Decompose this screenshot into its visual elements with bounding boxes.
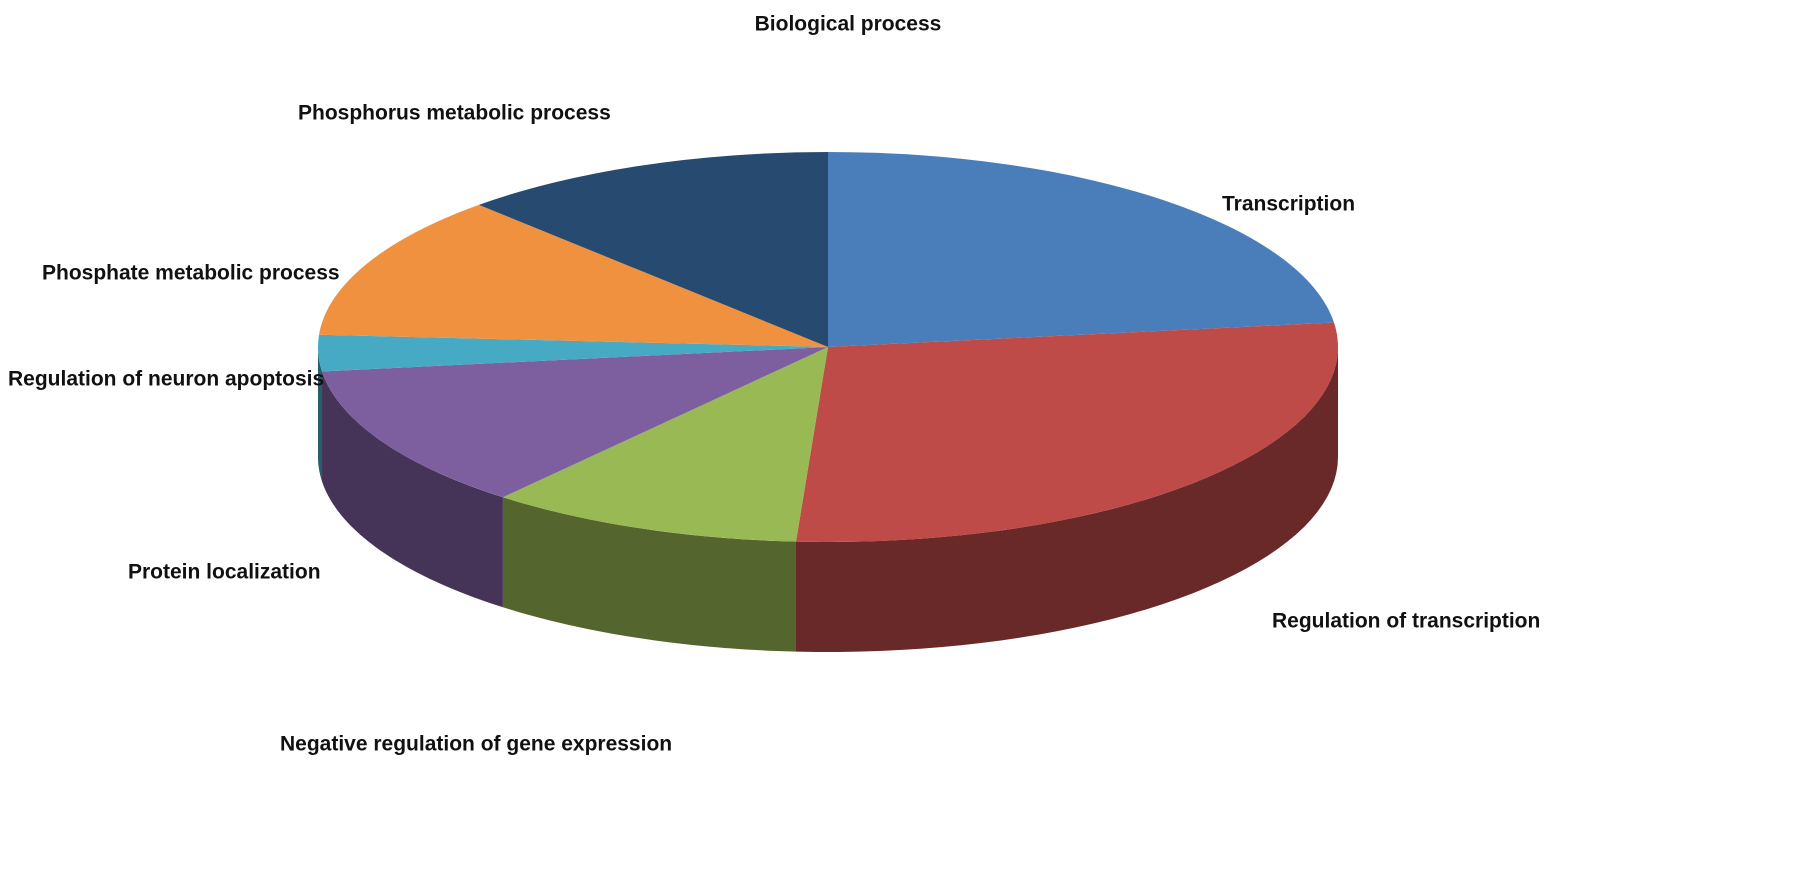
- slice-label: Regulation of neuron apoptosis: [8, 368, 324, 391]
- slice: [322, 347, 828, 498]
- slice-label: Protein localization: [128, 561, 321, 584]
- chart-title: Biological process: [755, 13, 942, 36]
- slice-side: [322, 371, 503, 608]
- slice-label: Negative regulation of gene expression: [280, 733, 672, 756]
- slice: [318, 334, 828, 372]
- slice: [828, 152, 1334, 347]
- slice: [795, 322, 1339, 543]
- slice-label: Transcription: [1222, 193, 1355, 216]
- slice-label: Phosphate metabolic process: [42, 262, 340, 285]
- slice-side: [795, 347, 1338, 652]
- slice-label: Regulation of transcription: [1272, 610, 1540, 633]
- slice: [319, 204, 828, 347]
- slice: [502, 347, 828, 542]
- slice-side: [318, 347, 323, 482]
- slice-label: Phosphorus metabolic process: [298, 102, 611, 125]
- slice-side: [502, 497, 796, 652]
- slice: [478, 152, 828, 347]
